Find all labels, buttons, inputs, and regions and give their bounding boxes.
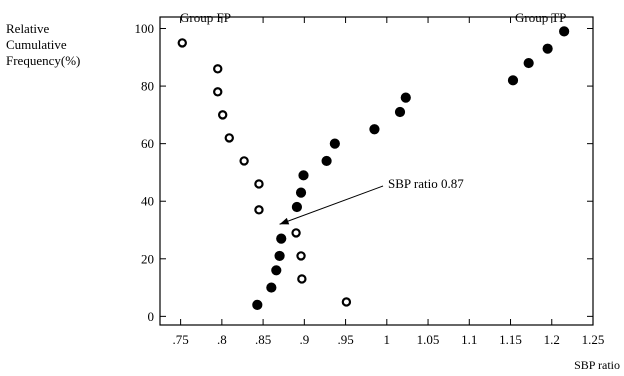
annotation-label: SBP ratio 0.87: [388, 176, 464, 191]
fp-point: [297, 274, 307, 284]
x-tick-label: 1.2: [544, 332, 560, 347]
tp-point: [266, 282, 277, 293]
series-label-group-fp: Group FP: [180, 10, 231, 25]
y-tick-label: 100: [135, 21, 155, 36]
fp-point: [213, 87, 223, 97]
y-tick-label: 80: [141, 79, 154, 94]
x-tick-label: .9: [299, 332, 309, 347]
series-label-group-tp: Group TP: [515, 10, 566, 25]
y-axis-label: Relative Cumulative Frequency(%): [6, 21, 81, 68]
y-tick-label: 20: [141, 251, 154, 266]
fp-point: [177, 38, 187, 48]
tp-point: [507, 75, 519, 86]
tp-point: [321, 155, 332, 167]
x-tick-label: .85: [255, 332, 271, 347]
fp-point: [217, 110, 228, 120]
tick-labels: .75 .8 .85 .9 .95 1 1.05 1.1 1.15 1.2 1.25 0 20 40 60 8…: [135, 21, 605, 347]
fp-point: [254, 205, 264, 215]
x-tick-label: .75: [172, 332, 188, 347]
x-tick-label: 1.25: [582, 332, 605, 347]
fp-point: [254, 179, 264, 189]
tp-point: [295, 187, 307, 198]
tp-point: [291, 201, 303, 213]
data-points: [177, 26, 570, 310]
annotation: SBP ratio 0.87: [279, 176, 464, 225]
x-tick-label: 1.05: [417, 332, 440, 347]
plot-frame: [159, 16, 594, 326]
tp-point: [369, 124, 380, 135]
annotation-arrowhead: [279, 217, 290, 225]
annotation-arrow: [279, 185, 384, 225]
tp-point: [271, 265, 282, 276]
tp-point: [276, 233, 287, 244]
tp-point: [400, 92, 411, 103]
tp-point: [559, 26, 570, 37]
fp-point: [341, 297, 352, 307]
series-labels: Group FP Group TP: [180, 10, 566, 25]
x-tick-label: 1.1: [461, 332, 477, 347]
chart-axes: [159, 16, 594, 326]
x-tick-label: 1: [384, 332, 391, 347]
tick-marks: [160, 17, 594, 325]
tp-point: [523, 57, 534, 69]
fp-point: [213, 64, 223, 74]
tp-point: [274, 250, 285, 262]
tp-point: [252, 299, 263, 310]
x-tick-label: .8: [217, 332, 227, 347]
y-tick-label: 60: [141, 136, 154, 151]
x-axis-label: SBP ratio: [574, 358, 620, 372]
tp-point: [542, 43, 553, 54]
y-tick-label: 0: [148, 309, 155, 324]
tp-point: [298, 170, 309, 181]
fp-point: [291, 228, 301, 238]
x-tick-label: 1.15: [499, 332, 522, 347]
fp-point: [224, 133, 234, 143]
y-tick-label: 40: [141, 194, 154, 209]
tp-point: [394, 106, 406, 118]
fp-point: [296, 251, 306, 261]
fp-point: [239, 156, 249, 166]
x-tick-label: .95: [337, 332, 353, 347]
tp-point: [329, 138, 340, 149]
